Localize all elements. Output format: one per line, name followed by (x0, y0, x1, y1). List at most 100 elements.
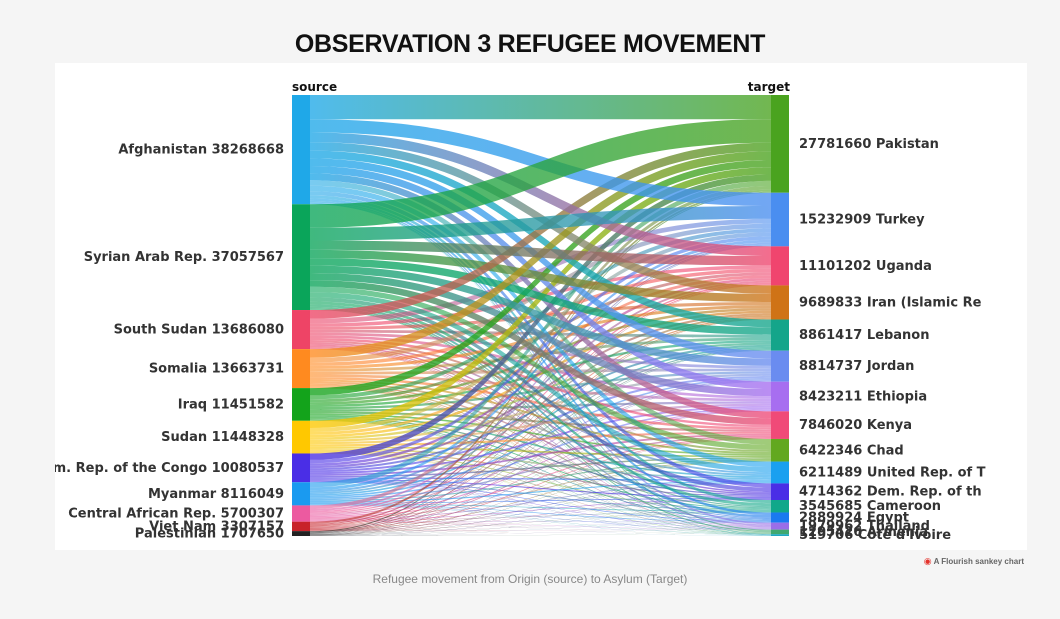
flow-afghanistan-to-thailand[interactable] (310, 200, 771, 525)
flow-syrian-arab-rep-to-lebanon[interactable] (310, 258, 771, 335)
flow-sudan-to-egypt[interactable] (310, 451, 771, 521)
source-node-somalia[interactable] (292, 349, 310, 389)
flow-palestinian-to-dem-rep-of-th[interactable] (310, 499, 771, 536)
flow-south-sudan-to-cameroon[interactable] (310, 345, 771, 508)
source-node-myanmar[interactable] (292, 482, 310, 506)
flow-sudan-to-united-rep-of-t[interactable] (310, 447, 771, 480)
flow-myanmar-to-united-rep-of-t[interactable] (310, 480, 771, 503)
flow-somalia-to-ethiopia[interactable] (310, 374, 771, 402)
flow-syrian-arab-rep-to-turkey[interactable] (310, 206, 771, 241)
flow-palestinian-to-chad[interactable] (310, 461, 771, 536)
flow-syrian-arab-rep-to-uganda[interactable] (310, 240, 771, 266)
flow-dem-rep-of-the-congo-to-cameroon[interactable] (310, 479, 771, 511)
target-node-armenia[interactable] (771, 529, 789, 535)
flow-myanmar-to-uganda[interactable] (310, 280, 771, 493)
flow-south-sudan-to-turkey[interactable] (310, 218, 771, 324)
flow-somalia-to-jordan[interactable] (310, 368, 771, 375)
target-node-uganda[interactable] (771, 246, 789, 286)
flow-iraq-to-dem-rep-of-th[interactable] (310, 416, 771, 496)
source-node-afghanistan[interactable] (292, 95, 310, 205)
flow-afghanistan-to-lebanon[interactable] (310, 150, 771, 328)
flow-iraq-to-chad[interactable] (310, 413, 771, 456)
flow-viet-nam-to-dem-rep-of-th[interactable] (310, 499, 771, 531)
flow-iraq-to-egypt[interactable] (310, 419, 771, 520)
flow-palestinian-to-cameroon[interactable] (310, 512, 771, 536)
source-node-syrian-arab-rep[interactable] (292, 204, 310, 311)
flow-palestinian-to-egypt[interactable] (310, 522, 771, 536)
target-node-egypt[interactable] (771, 512, 789, 523)
flow-central-african-rep-to-jordan[interactable] (310, 379, 771, 516)
flow-viet-nam-to-cote-d-ivoire[interactable] (310, 531, 771, 536)
flow-sudan-to-ethiopia[interactable] (310, 403, 771, 445)
flow-palestinian-to-lebanon[interactable] (310, 350, 771, 534)
flow-central-african-rep-to-pakistan[interactable] (310, 185, 771, 510)
flow-syrian-arab-rep-to-egypt[interactable] (310, 304, 771, 518)
target-node-cameroon[interactable] (771, 500, 789, 513)
flow-sudan-to-lebanon[interactable] (310, 342, 771, 440)
flow-dem-rep-of-the-congo-to-chad[interactable] (310, 457, 771, 478)
flow-sudan-to-iran-islamic-re[interactable] (310, 310, 771, 438)
source-node-sudan[interactable] (292, 420, 310, 454)
flow-sudan-to-kenya[interactable] (310, 431, 771, 447)
flow-iraq-to-kenya[interactable] (310, 411, 771, 432)
flow-myanmar-to-thailand[interactable] (310, 504, 771, 530)
source-node-central-african-rep[interactable] (292, 505, 310, 522)
flourish-credit[interactable]: ◉ A Flourish sankey chart (924, 556, 1024, 567)
flow-dem-rep-of-the-congo-to-thailand[interactable] (310, 481, 771, 529)
flow-dem-rep-of-the-congo-to-kenya[interactable] (310, 433, 771, 476)
flow-syrian-arab-rep-to-pakistan[interactable] (310, 119, 771, 228)
flow-sudan-to-jordan[interactable] (310, 373, 771, 443)
flow-myanmar-to-jordan[interactable] (310, 377, 771, 498)
flow-central-african-rep-to-dem-rep-of-th[interactable] (310, 498, 771, 521)
flow-myanmar-to-chad[interactable] (310, 458, 771, 502)
flow-central-african-rep-to-thailand[interactable] (310, 521, 771, 530)
flow-palestinian-to-jordan[interactable] (310, 381, 771, 535)
flow-iraq-to-armenia[interactable] (310, 420, 771, 533)
target-node-pakistan[interactable] (771, 95, 789, 193)
flow-syrian-arab-rep-to-cameroon[interactable] (310, 301, 771, 507)
flow-myanmar-to-ethiopia[interactable] (310, 407, 771, 499)
flow-sudan-to-armenia[interactable] (310, 452, 771, 534)
flow-somalia-to-chad[interactable] (310, 379, 771, 454)
target-node-lebanon[interactable] (771, 319, 789, 351)
target-node-chad[interactable] (771, 438, 789, 462)
flow-afghanistan-to-united-rep-of-t[interactable] (310, 185, 771, 467)
flow-dem-rep-of-the-congo-to-cote-d-ivoire[interactable] (310, 482, 771, 536)
flow-myanmar-to-dem-rep-of-th[interactable] (310, 497, 771, 504)
flow-myanmar-to-egypt[interactable] (310, 504, 771, 522)
flow-central-african-rep-to-cote-d-ivoire[interactable] (310, 521, 771, 536)
target-node-kenya[interactable] (771, 411, 789, 439)
flow-afghanistan-to-pakistan[interactable] (310, 95, 771, 120)
source-node-viet-nam[interactable] (292, 521, 310, 532)
flow-somalia-to-cote-d-ivoire[interactable] (310, 387, 771, 536)
flow-sudan-to-dem-rep-of-th[interactable] (310, 449, 771, 497)
flow-central-african-rep-to-turkey[interactable] (310, 242, 771, 511)
target-node-united-rep-of-t[interactable] (771, 461, 789, 484)
flow-syrian-arab-rep-to-iran-islamic-re[interactable] (310, 249, 771, 303)
flow-central-african-rep-to-kenya[interactable] (310, 437, 771, 519)
flow-south-sudan-to-pakistan[interactable] (310, 142, 771, 319)
flow-somalia-to-united-rep-of-t[interactable] (310, 381, 771, 477)
flow-palestinian-to-thailand[interactable] (310, 529, 771, 536)
flow-viet-nam-to-cameroon[interactable] (310, 512, 771, 531)
flow-somalia-to-armenia[interactable] (310, 387, 771, 533)
target-node-ethiopia[interactable] (771, 381, 789, 412)
flow-sudan-to-cote-d-ivoire[interactable] (310, 453, 771, 536)
target-node-dem-rep-of-th[interactable] (771, 483, 789, 501)
flow-central-african-rep-to-iran-islamic-re[interactable] (310, 317, 771, 514)
flow-sudan-to-thailand[interactable] (310, 452, 771, 529)
flow-afghanistan-to-dem-rep-of-th[interactable] (310, 191, 771, 488)
flow-syrian-arab-rep-to-kenya[interactable] (310, 280, 771, 425)
flow-viet-nam-to-kenya[interactable] (310, 438, 771, 530)
flow-south-sudan-to-dem-rep-of-th[interactable] (310, 344, 771, 493)
target-node-iran-islamic-re[interactable] (771, 285, 789, 320)
flow-central-african-rep-to-uganda[interactable] (310, 282, 771, 513)
flow-south-sudan-to-egypt[interactable] (310, 347, 771, 519)
flow-viet-nam-to-armenia[interactable] (310, 530, 771, 535)
flow-syrian-arab-rep-to-united-rep-of-t[interactable] (310, 292, 771, 473)
flow-myanmar-to-cote-d-ivoire[interactable] (310, 505, 771, 536)
target-node-cote-d-ivoire[interactable] (771, 534, 789, 536)
flow-syrian-arab-rep-to-armenia[interactable] (310, 308, 771, 532)
flow-myanmar-to-armenia[interactable] (310, 505, 771, 534)
flow-syrian-arab-rep-to-ethiopia[interactable] (310, 273, 771, 397)
